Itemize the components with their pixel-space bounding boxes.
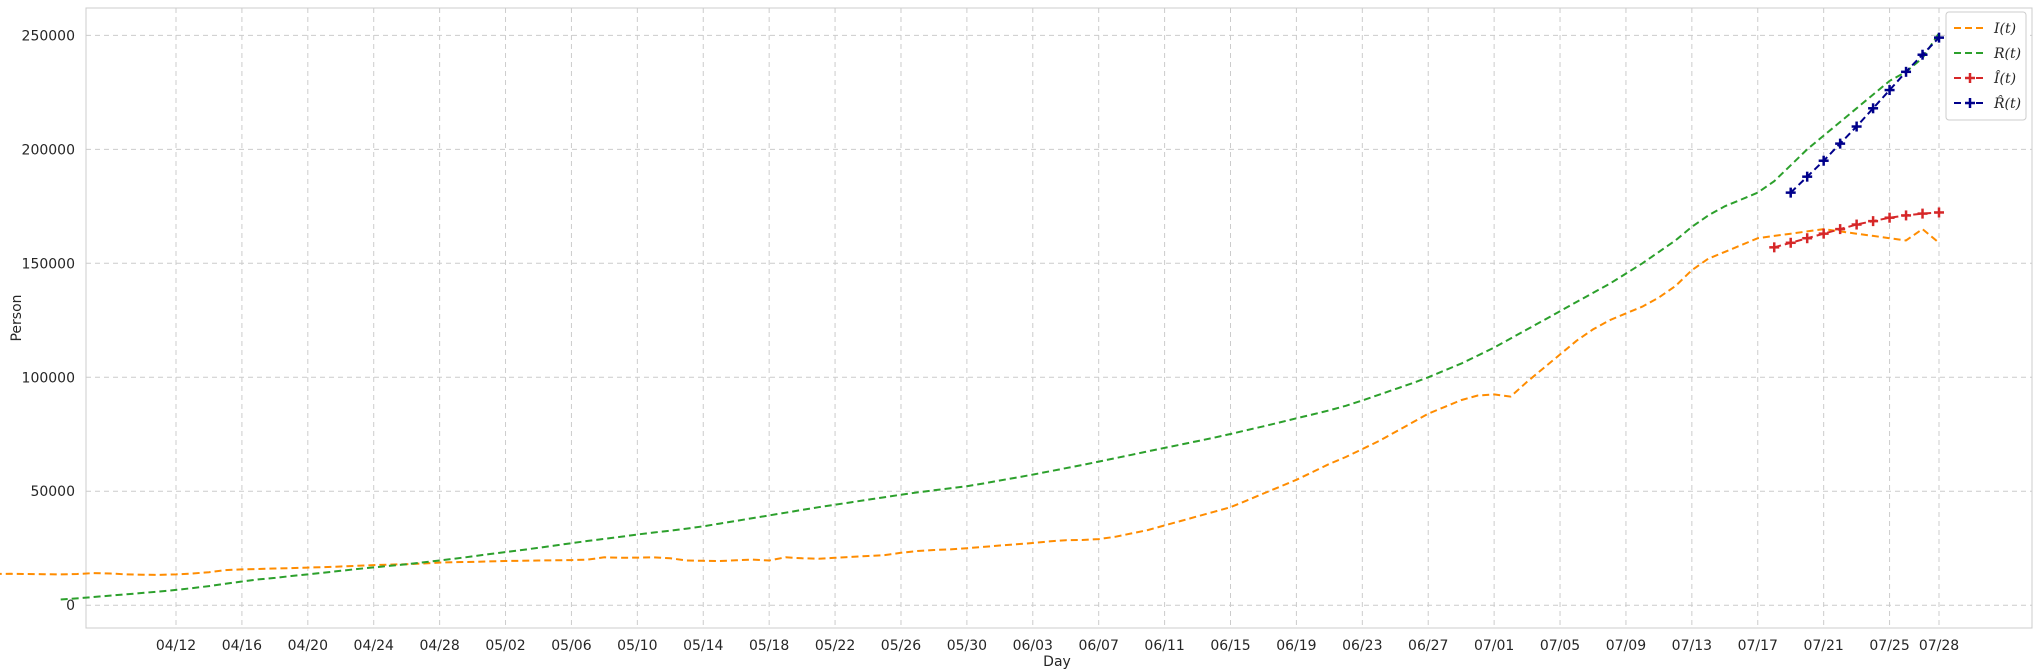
x-tick-labels: 04/12 04/16 04/20 04/24 04/28 05/02 05/06 05/10…	[156, 638, 1959, 654]
x-tick-label: 06/27	[1408, 638, 1448, 654]
x-tick-label: 07/28	[1919, 638, 1959, 654]
series-3-marker	[1868, 216, 1879, 227]
series-1-line	[0, 227, 1940, 576]
series-4-marker	[1785, 187, 1796, 198]
series-4-line	[1790, 36, 1940, 194]
x-tick-label: 04/28	[419, 638, 459, 654]
series-3-marker	[1901, 210, 1912, 221]
x-tick-label: 05/18	[749, 638, 789, 654]
series-3-marker	[1851, 219, 1862, 230]
y-axis-label: Person	[9, 294, 25, 341]
x-tick-label: 04/20	[288, 638, 328, 654]
series-2-line	[60, 32, 1940, 601]
legend-box	[1945, 11, 2027, 121]
x-axis-label: Day	[1043, 654, 1071, 670]
x-tick-label: 05/02	[485, 638, 525, 654]
series-3-marker	[1769, 242, 1780, 253]
x-tick-label: 06/23	[1342, 638, 1382, 654]
x-tick-label: 07/09	[1606, 638, 1646, 654]
legend-item: I(t)	[1954, 21, 2016, 37]
series-3-marker	[1934, 207, 1944, 218]
x-tick-label: 04/24	[354, 638, 394, 654]
legend-item: R̂(t)	[1954, 94, 2021, 112]
x-tick-label: 06/11	[1144, 638, 1184, 654]
series-3-marker	[1884, 212, 1895, 223]
y-tick-label: 50000	[30, 484, 75, 500]
x-tick-label: 04/16	[222, 638, 262, 654]
x-tick-label: 07/05	[1540, 638, 1580, 654]
series-lines	[0, 32, 1944, 601]
y-tick-labels: 0 50000 100000 150000 200000 250000	[22, 28, 75, 614]
legend-label: R(t)	[1993, 46, 2021, 62]
x-tick-label: 07/21	[1803, 638, 1843, 654]
x-tick-label: 05/10	[617, 638, 657, 654]
x-tick-label: 05/22	[815, 638, 855, 654]
x-tick-label: 06/03	[1013, 638, 1053, 654]
legend-label: Î(t)	[1993, 69, 2016, 87]
x-tick-label: 06/07	[1079, 638, 1119, 654]
series-4-marker	[1802, 171, 1813, 182]
x-tick-label: 05/30	[947, 638, 987, 654]
series-4-marker	[1884, 85, 1895, 96]
series-3-marker	[1802, 233, 1813, 244]
legend: I(t) R(t) Î(t) R̂(t)	[1945, 11, 2027, 121]
series-4-marker	[1818, 155, 1829, 166]
x-tick-label: 07/25	[1869, 638, 1909, 654]
legend-label: I(t)	[1993, 21, 2016, 37]
legend-item: Î(t)	[1954, 69, 2016, 87]
series-3-marker	[1818, 228, 1829, 239]
series-3-marker	[1835, 224, 1846, 235]
y-tick-label: 150000	[22, 256, 75, 272]
x-tick-label: 07/01	[1474, 638, 1514, 654]
series-4-marker	[1934, 32, 1944, 43]
series-4-marker	[1901, 66, 1912, 77]
series-4-marker	[1868, 103, 1879, 114]
series-3-marker	[1785, 237, 1796, 248]
y-tick-label: 0	[66, 598, 75, 614]
series-3-marker	[1917, 208, 1928, 219]
x-tick-label: 05/06	[551, 638, 591, 654]
x-tick-label: 07/17	[1738, 638, 1778, 654]
x-tick-label: 07/13	[1672, 638, 1712, 654]
series-4-marker	[1835, 138, 1846, 149]
series-4-marker	[1917, 49, 1928, 60]
x-tick-label: 06/19	[1276, 638, 1316, 654]
series-3-line	[1773, 211, 1940, 249]
legend-item: R(t)	[1954, 46, 2021, 62]
x-tick-label: 05/26	[881, 638, 921, 654]
y-tick-label: 200000	[22, 142, 75, 158]
x-tick-label: 04/12	[156, 638, 196, 654]
x-tick-label: 05/14	[683, 638, 723, 654]
y-tick-label: 100000	[22, 370, 75, 386]
y-tick-label: 250000	[22, 28, 75, 44]
plot-area	[85, 7, 2033, 629]
legend-label: R̂(t)	[1993, 94, 2021, 112]
grid-lines	[86, 8, 2032, 628]
series-4-marker	[1851, 121, 1862, 132]
x-tick-label: 06/15	[1210, 638, 1250, 654]
